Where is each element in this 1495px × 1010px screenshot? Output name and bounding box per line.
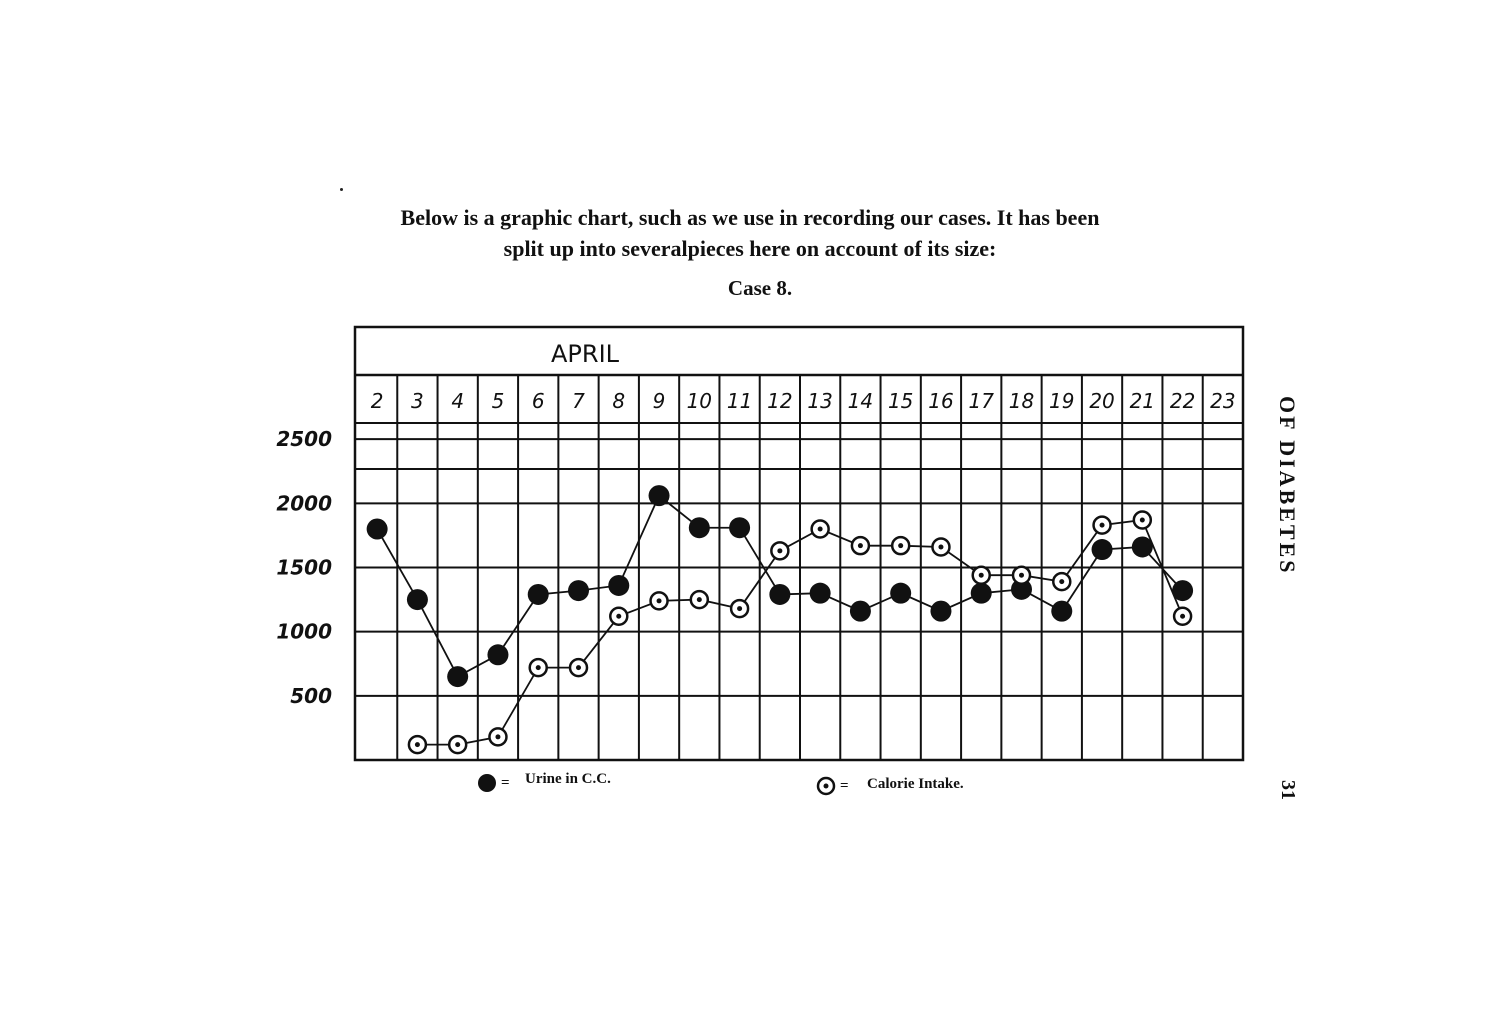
x-tick-label: 4 [451, 389, 464, 413]
intro-line-1: Below is a graphic chart, such as we use… [400, 205, 1100, 230]
calorie-point-center [978, 572, 984, 578]
urine-point [688, 517, 710, 539]
x-tick-label: 21 [1130, 389, 1155, 413]
legend-calorie-marker [816, 776, 836, 796]
page-number: 31 [1277, 780, 1299, 800]
x-tick-label: 6 [532, 389, 545, 413]
urine-point [930, 600, 952, 622]
x-tick-label: 17 [969, 389, 995, 413]
calorie-point-center [1180, 613, 1186, 619]
calorie-point-center [414, 742, 420, 748]
y-tick-label: 1000 [276, 620, 332, 644]
legend-urine-label: Urine in C.C. [525, 771, 611, 787]
legend-urine-symbol: = [501, 775, 510, 791]
calorie-point-center [495, 734, 501, 740]
urine-point [487, 644, 509, 666]
calorie-point-center [938, 544, 944, 550]
x-tick-label: 3 [411, 389, 424, 413]
urine-point [1051, 600, 1073, 622]
legend-calorie-symbol: = [840, 778, 849, 794]
x-tick-label: 14 [848, 389, 873, 413]
legend: = Urine in C.C. = Calorie Intake. [478, 771, 964, 796]
calorie-point-center [696, 597, 702, 603]
calorie-point-center [898, 543, 904, 549]
calorie-point-center [777, 548, 783, 554]
series-marks [366, 485, 1194, 755]
x-tick-label: 11 [727, 389, 752, 413]
x-tick-label: 8 [612, 389, 625, 413]
urine-point [809, 582, 831, 604]
calorie-point-center [535, 665, 541, 671]
chart-grid [353, 325, 1245, 762]
x-tick-label: 7 [572, 389, 585, 413]
urine-point [1011, 578, 1032, 600]
legend-calorie-label: Calorie Intake. [867, 776, 964, 792]
calorie-point-center [455, 742, 461, 748]
urine-point [406, 589, 428, 611]
urine-point [1131, 536, 1153, 558]
y-tick-label: 1500 [276, 556, 332, 580]
x-tick-label: 23 [1210, 389, 1235, 413]
calorie-point-center [1139, 517, 1145, 523]
x-tick-label: 2 [371, 389, 384, 413]
x-tick-label: 15 [888, 389, 913, 413]
urine-point [729, 517, 751, 539]
case-title: Case 8. [727, 276, 793, 300]
x-tick-label: 10 [687, 389, 712, 413]
y-tick-label: 2000 [276, 491, 332, 515]
calorie-point-center [1099, 522, 1105, 528]
urine-point [970, 582, 992, 604]
month-label: APRIL [551, 340, 620, 368]
urine-point [447, 666, 469, 688]
urine-point [1091, 539, 1113, 561]
urine-point [648, 485, 670, 507]
intro-paragraph: Below is a graphic chart, such as we use… [230, 202, 1270, 264]
x-tick-label: 16 [928, 389, 953, 413]
x-axis-ticks: 2 3 4 5 6 7 8 9 10 11 12 13 14 15 16 17 18 19 20 21 22 23 [371, 389, 1236, 413]
x-tick-label: 12 [767, 389, 792, 413]
x-tick-label: 19 [1049, 389, 1074, 413]
urine-point [769, 583, 791, 605]
x-tick-label: 9 [653, 389, 666, 413]
urine-point [568, 580, 589, 602]
urine-point [608, 574, 630, 596]
urine-point [890, 582, 912, 604]
calorie-point-center [616, 613, 622, 619]
intro-line-2: split up into severalpieces here on acco… [503, 236, 997, 261]
calorie-point-center [656, 598, 662, 604]
x-tick-label: 22 [1170, 389, 1195, 413]
calorie-point-center [817, 526, 823, 532]
running-head: OF DIABETES [1275, 396, 1300, 576]
legend-urine-marker [478, 774, 496, 792]
urine-point [1172, 580, 1194, 602]
x-tick-label: 13 [807, 389, 832, 413]
stray-dot [340, 188, 343, 191]
urine-point [849, 600, 871, 622]
legend-calorie-marker-dot [823, 783, 829, 789]
urine-point [366, 518, 388, 540]
calorie-point-center [737, 606, 743, 612]
calorie-point-center [1059, 579, 1065, 585]
y-axis-ticks: 2500 2000 1500 1000 500 [276, 427, 332, 708]
y-tick-label: 2500 [276, 427, 332, 451]
calorie-point-center [576, 665, 581, 671]
x-tick-label: 20 [1089, 389, 1114, 413]
urine-point [527, 583, 549, 605]
calorie-point-center [857, 543, 863, 549]
calorie-point-center [1019, 572, 1024, 578]
x-tick-label: 5 [492, 389, 505, 413]
x-tick-label: 18 [1009, 389, 1034, 413]
y-tick-label: 500 [290, 684, 332, 708]
